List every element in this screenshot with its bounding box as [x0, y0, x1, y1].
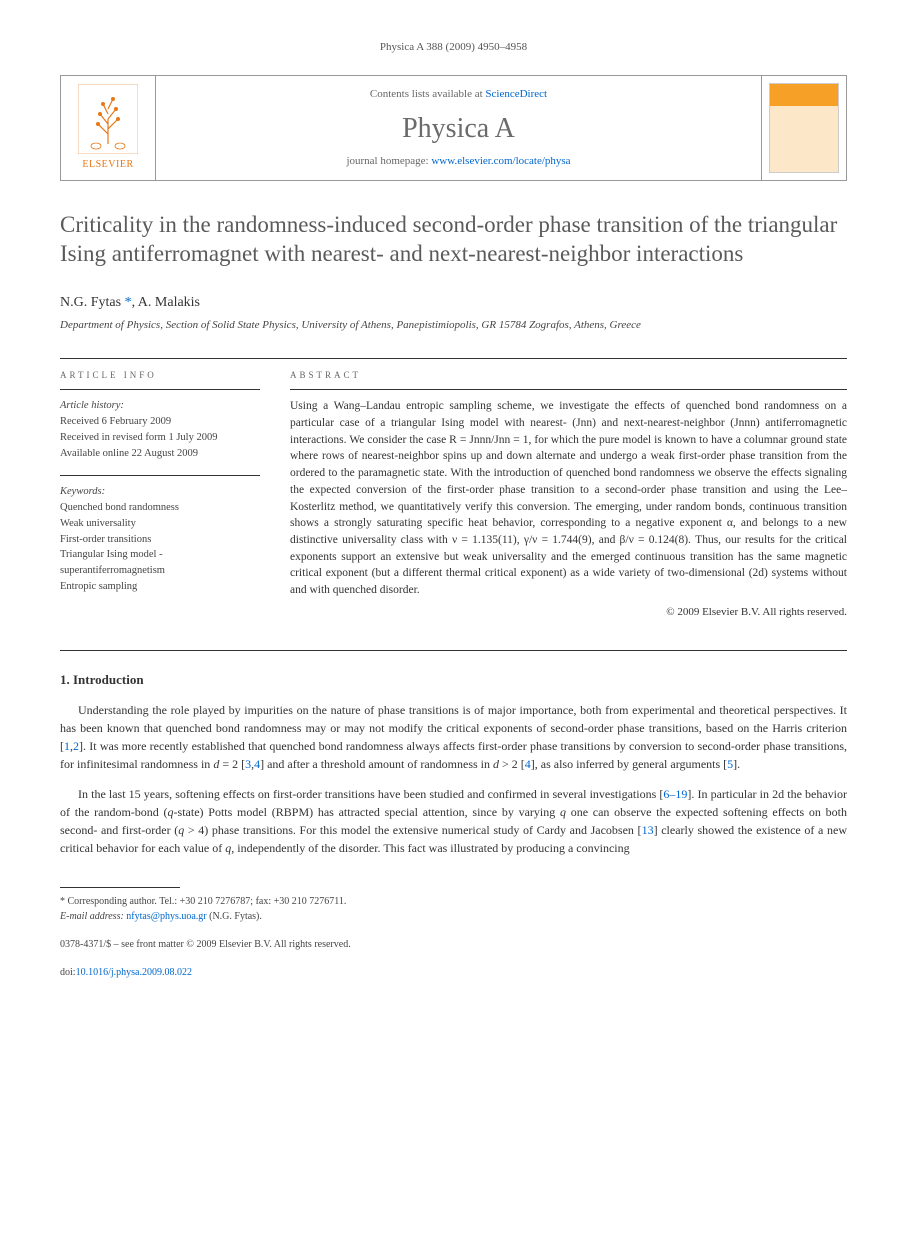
- journal-name: Physica A: [402, 109, 515, 148]
- footer-doi: doi:10.1016/j.physa.2009.08.022: [60, 966, 847, 980]
- ref-link[interactable]: 2: [73, 739, 79, 753]
- keyword: Entropic sampling: [60, 579, 260, 595]
- history-item: Received in revised form 1 July 2009: [60, 430, 260, 446]
- authors: N.G. Fytas *, A. Malakis: [60, 293, 847, 313]
- body-paragraph-1: Understanding the role played by impurit…: [60, 701, 847, 773]
- ref-link[interactable]: 3: [245, 757, 251, 771]
- keyword: Weak universality: [60, 516, 260, 532]
- ref-link[interactable]: 5: [727, 757, 733, 771]
- author-names-rest: , A. Malakis: [132, 295, 200, 310]
- contents-line: Contents lists available at ScienceDirec…: [370, 87, 547, 102]
- homepage-prefix: journal homepage:: [346, 155, 431, 167]
- homepage-link[interactable]: www.elsevier.com/locate/physa: [431, 155, 570, 167]
- header-citation: Physica A 388 (2009) 4950–4958: [60, 40, 847, 55]
- ref-link[interactable]: 6–19: [663, 787, 687, 801]
- history-item: Received 6 February 2009: [60, 414, 260, 430]
- keywords-label: Keywords:: [60, 484, 260, 500]
- footnote-email-line: E-mail address: nfytas@phys.uoa.gr (N.G.…: [60, 909, 847, 924]
- keywords-block: Keywords: Quenched bond randomness Weak …: [60, 475, 260, 594]
- history-item: Available online 22 August 2009: [60, 446, 260, 462]
- author-names: N.G. Fytas: [60, 295, 121, 310]
- sciencedirect-link[interactable]: ScienceDirect: [485, 88, 547, 100]
- corresponding-footnote: * Corresponding author. Tel.: +30 210 72…: [60, 894, 847, 924]
- ref-link[interactable]: 4: [525, 757, 531, 771]
- email-label: E-mail address:: [60, 911, 124, 922]
- article-info-label: ARTICLE INFO: [60, 359, 260, 391]
- affiliation: Department of Physics, Section of Solid …: [60, 318, 847, 333]
- abstract-text: Using a Wang–Landau entropic sampling sc…: [290, 398, 847, 598]
- homepage-line: journal homepage: www.elsevier.com/locat…: [346, 154, 570, 169]
- ref-link[interactable]: 1: [64, 739, 70, 753]
- keyword: First-order transitions: [60, 532, 260, 548]
- doi-label: doi:: [60, 967, 76, 978]
- publisher-logo: ELSEVIER: [61, 76, 156, 180]
- keyword: Triangular Ising model - superantiferrom…: [60, 547, 260, 579]
- body-paragraph-2: In the last 15 years, softening effects …: [60, 785, 847, 857]
- footer-issn: 0378-4371/$ – see front matter © 2009 El…: [60, 938, 847, 952]
- banner-center: Contents lists available at ScienceDirec…: [156, 76, 761, 180]
- history-label: Article history:: [60, 398, 260, 414]
- article-info-column: ARTICLE INFO Article history: Received 6…: [60, 359, 260, 620]
- footnote-separator: [60, 887, 180, 888]
- keyword: Quenched bond randomness: [60, 500, 260, 516]
- cover-thumbnail: [769, 83, 839, 173]
- email-author: (N.G. Fytas).: [209, 911, 262, 922]
- article-history: Article history: Received 6 February 200…: [60, 398, 260, 461]
- journal-cover: [761, 76, 846, 180]
- elsevier-tree-icon: [78, 84, 138, 154]
- contents-prefix: Contents lists available at: [370, 88, 485, 100]
- corresponding-marker[interactable]: *: [125, 295, 132, 310]
- abstract-label: ABSTRACT: [290, 359, 847, 391]
- divider: [60, 650, 847, 651]
- doi-link[interactable]: 10.1016/j.physa.2009.08.022: [76, 967, 192, 978]
- info-abstract-row: ARTICLE INFO Article history: Received 6…: [60, 358, 847, 620]
- section-1-heading: 1. Introduction: [60, 671, 847, 689]
- ref-link[interactable]: 13: [642, 823, 654, 837]
- email-link[interactable]: nfytas@phys.uoa.gr: [126, 911, 206, 922]
- ref-link[interactable]: 4: [254, 757, 260, 771]
- publisher-name: ELSEVIER: [82, 158, 133, 172]
- abstract-column: ABSTRACT Using a Wang–Landau entropic sa…: [290, 359, 847, 620]
- footnote-contact: * Corresponding author. Tel.: +30 210 72…: [60, 894, 847, 909]
- copyright: © 2009 Elsevier B.V. All rights reserved…: [290, 605, 847, 620]
- journal-banner: ELSEVIER Contents lists available at Sci…: [60, 75, 847, 181]
- article-title: Criticality in the randomness-induced se…: [60, 211, 847, 269]
